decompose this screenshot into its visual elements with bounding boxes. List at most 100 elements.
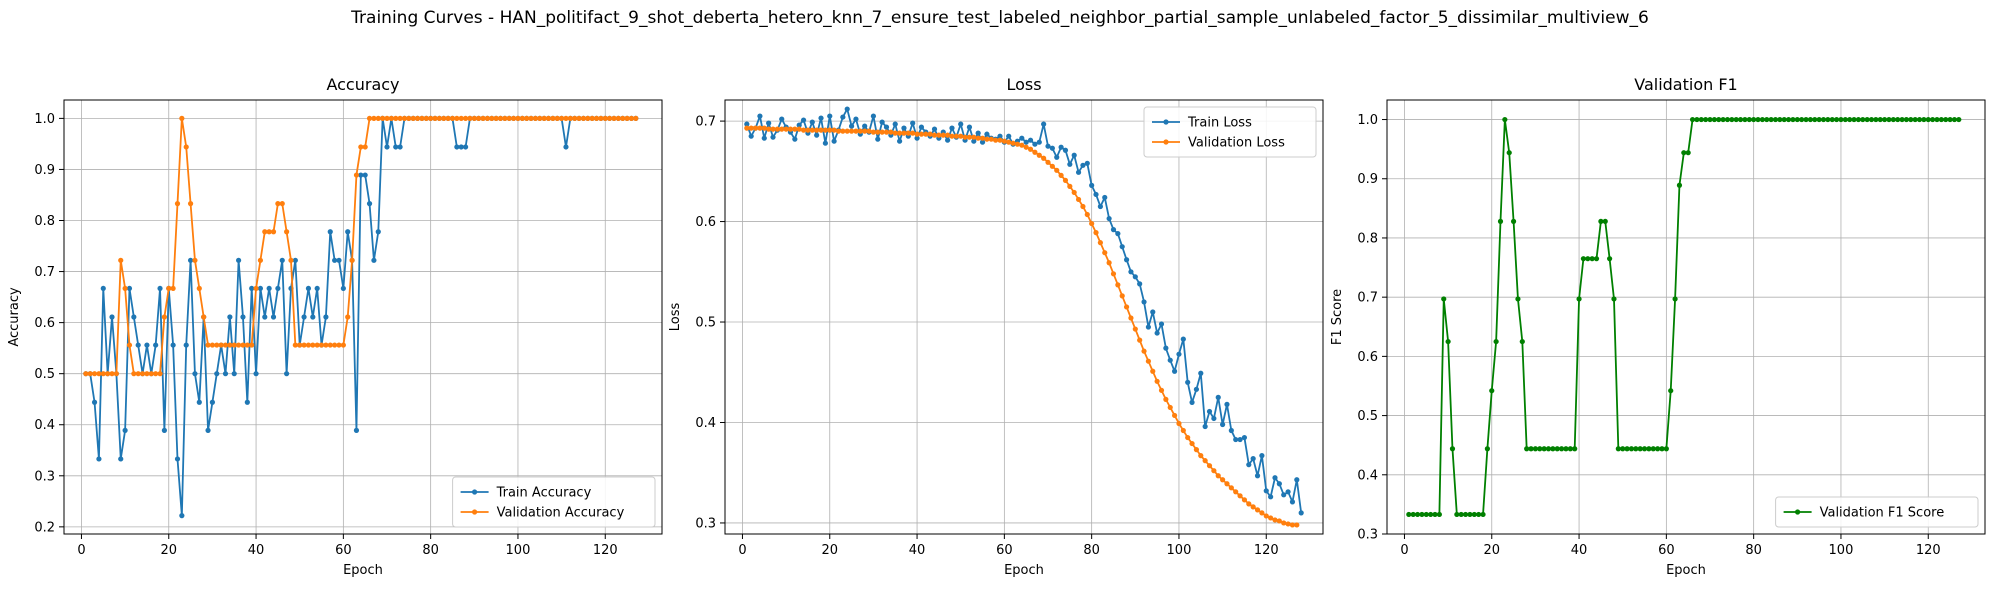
data-point <box>1250 456 1256 462</box>
data-point <box>927 131 933 137</box>
data-point <box>814 127 820 133</box>
data-point <box>770 126 776 132</box>
data-point <box>1454 511 1460 518</box>
data-point <box>997 133 1003 139</box>
data-point <box>1676 182 1683 188</box>
data-point <box>192 371 198 377</box>
data-point <box>1585 256 1591 262</box>
data-point <box>131 371 137 377</box>
data-point <box>1032 141 1038 147</box>
data-point <box>240 314 246 320</box>
data-point <box>1158 321 1165 327</box>
data-point <box>323 314 329 320</box>
legend: Train Loss Validation Loss <box>1143 106 1317 158</box>
data-point <box>883 129 890 135</box>
data-point <box>1737 116 1744 123</box>
data-point <box>827 127 833 133</box>
x-tick-label: 120 <box>593 543 618 558</box>
data-point <box>1132 274 1138 280</box>
data-point <box>515 115 521 121</box>
y-tick-label: 0.6 <box>695 215 716 230</box>
data-point <box>279 257 285 263</box>
data-point <box>1102 250 1108 256</box>
data-point <box>1406 511 1412 518</box>
data-point <box>406 115 412 121</box>
data-point <box>848 128 855 134</box>
data-point <box>822 140 828 146</box>
y-tick-label: 0.3 <box>1357 528 1378 543</box>
data-point <box>1720 116 1726 123</box>
legend-box <box>1143 106 1317 158</box>
y-tick-label: 0.9 <box>34 163 55 178</box>
data-point <box>1154 330 1160 336</box>
data-point <box>196 285 202 292</box>
data-point <box>853 128 859 134</box>
legend-label: Train Accuracy <box>496 486 592 501</box>
data-point <box>796 126 802 132</box>
data-point <box>831 138 837 144</box>
data-point <box>100 285 106 292</box>
data-point <box>1432 511 1438 518</box>
data-point <box>1471 511 1477 518</box>
data-point <box>467 115 473 121</box>
data-point <box>901 130 907 136</box>
data-point <box>1607 256 1613 262</box>
data-point <box>362 172 368 178</box>
data-point <box>979 139 986 145</box>
data-point <box>1703 116 1709 123</box>
data-point <box>1075 196 1082 203</box>
data-point <box>327 342 333 348</box>
data-point <box>471 115 477 121</box>
data-point <box>1895 116 1901 123</box>
data-point <box>1041 155 1047 161</box>
data-point <box>1711 116 1717 123</box>
data-point <box>1272 517 1278 523</box>
data-point <box>1193 447 1200 453</box>
legend-label: Validation Loss <box>1188 136 1285 151</box>
data-point <box>1189 440 1195 447</box>
data-point <box>1681 150 1687 156</box>
data-point <box>432 115 438 121</box>
data-point <box>910 130 916 136</box>
y-tick-label: 0.4 <box>34 418 55 433</box>
data-point <box>787 126 794 132</box>
data-point <box>914 135 920 141</box>
data-point <box>844 106 850 112</box>
data-point <box>1080 203 1086 210</box>
data-point <box>205 342 211 348</box>
data-point <box>1668 388 1674 394</box>
data-point <box>83 371 89 377</box>
legend-label: Validation Accuracy <box>497 506 625 521</box>
data-point <box>301 314 307 320</box>
data-point <box>358 172 364 178</box>
data-point <box>301 342 307 348</box>
data-point <box>598 115 604 121</box>
x-axis-label: Epoch <box>1004 563 1044 578</box>
data-point <box>1768 116 1774 123</box>
data-point <box>1489 388 1495 394</box>
legend: Train Accuracy Validation Accuracy <box>452 476 656 528</box>
data-point <box>1198 453 1204 459</box>
axes-frame <box>1386 99 1986 535</box>
data-point <box>192 257 198 263</box>
data-point <box>1150 309 1156 315</box>
data-point <box>375 115 381 121</box>
data-point <box>1628 446 1635 452</box>
data-point <box>1250 504 1256 510</box>
data-point <box>449 115 456 121</box>
data-point <box>1032 149 1038 155</box>
x-tick-label: 20 <box>1483 543 1500 558</box>
data-point <box>476 115 482 121</box>
data-point <box>563 144 569 150</box>
data-point <box>1211 468 1217 474</box>
data-point <box>157 285 163 292</box>
x-tick-label: 0 <box>1400 543 1408 558</box>
data-point <box>1759 116 1765 123</box>
data-point <box>122 285 128 292</box>
data-point <box>380 115 386 121</box>
data-point <box>774 126 780 132</box>
data-point <box>1167 357 1173 363</box>
data-point <box>1019 135 1025 141</box>
data-point <box>796 122 802 128</box>
